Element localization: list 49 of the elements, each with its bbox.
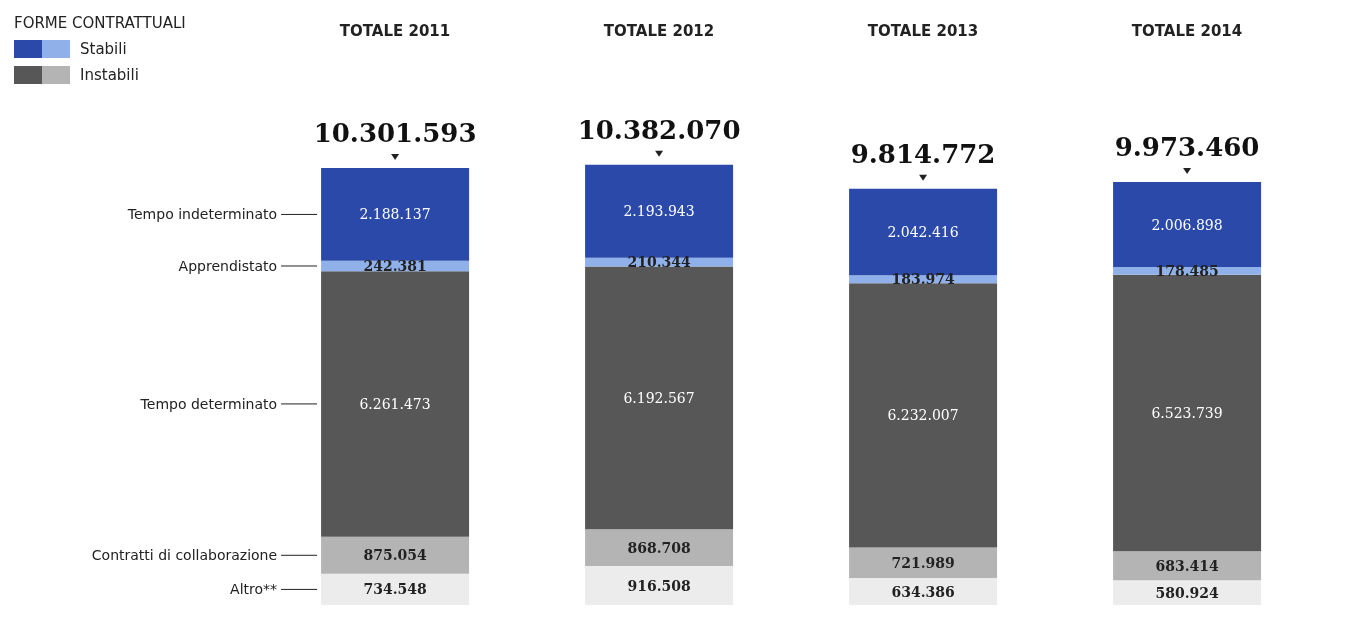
total-label: 9.814.772	[850, 138, 996, 169]
text: Tempo indeterminato	[126, 206, 278, 223]
data-label: 178.485	[1155, 262, 1219, 279]
text: Stabili	[80, 39, 127, 60]
text: Altro**	[230, 581, 278, 598]
bar	[321, 536, 470, 574]
text: Tempo determinato	[139, 395, 278, 412]
data-label: 683.414	[1155, 557, 1219, 574]
data-label: 183.974	[891, 271, 955, 288]
data-label: 868.708	[627, 539, 691, 556]
data-label: 2.188.137	[359, 206, 431, 223]
x-tick-label: TOTALE 2014	[1131, 22, 1243, 40]
bar	[321, 168, 470, 261]
data-label: 2.006.898	[1151, 216, 1223, 233]
bar	[1113, 274, 1262, 552]
text: Instabili	[80, 65, 139, 86]
data-label: 875.054	[363, 547, 427, 564]
bar	[321, 573, 470, 605]
bar	[1113, 580, 1262, 605]
data-label: 916.508	[627, 577, 691, 594]
data-label: 242.381	[363, 257, 427, 274]
bar	[1113, 551, 1262, 581]
bar	[321, 271, 470, 537]
x-tick-label: TOTALE 2012	[603, 22, 715, 40]
data-label: 2.193.943	[623, 203, 695, 220]
x-tick-label: TOTALE 2013	[867, 22, 979, 40]
bar	[585, 566, 734, 605]
bar	[585, 266, 734, 530]
total-label: 10.301.593	[313, 118, 477, 149]
data-label: 634.386	[891, 583, 955, 600]
data-label: 721.989	[891, 554, 955, 571]
data-label: 580.924	[1155, 584, 1219, 601]
data-label: 6.523.739	[1151, 405, 1223, 422]
bar	[849, 547, 998, 579]
bar	[849, 283, 998, 548]
total-label: 10.382.070	[577, 114, 741, 145]
data-label: 2.042.416	[887, 224, 959, 241]
x-tick-label: TOTALE 2011	[339, 22, 451, 40]
data-label: 6.192.567	[623, 389, 695, 406]
text: Contratti di collaborazione	[91, 547, 278, 564]
bar	[585, 529, 734, 567]
text: Apprendistato	[178, 257, 278, 274]
bar	[585, 164, 734, 258]
data-label: 6.261.473	[359, 395, 431, 412]
total-label: 9.973.460	[1114, 131, 1260, 162]
data-label: 6.232.007	[887, 407, 959, 424]
data-label: 210.344	[627, 254, 691, 271]
data-label: 734.548	[363, 581, 427, 598]
legend-title: FORME CONTRATTUALI	[14, 13, 186, 34]
